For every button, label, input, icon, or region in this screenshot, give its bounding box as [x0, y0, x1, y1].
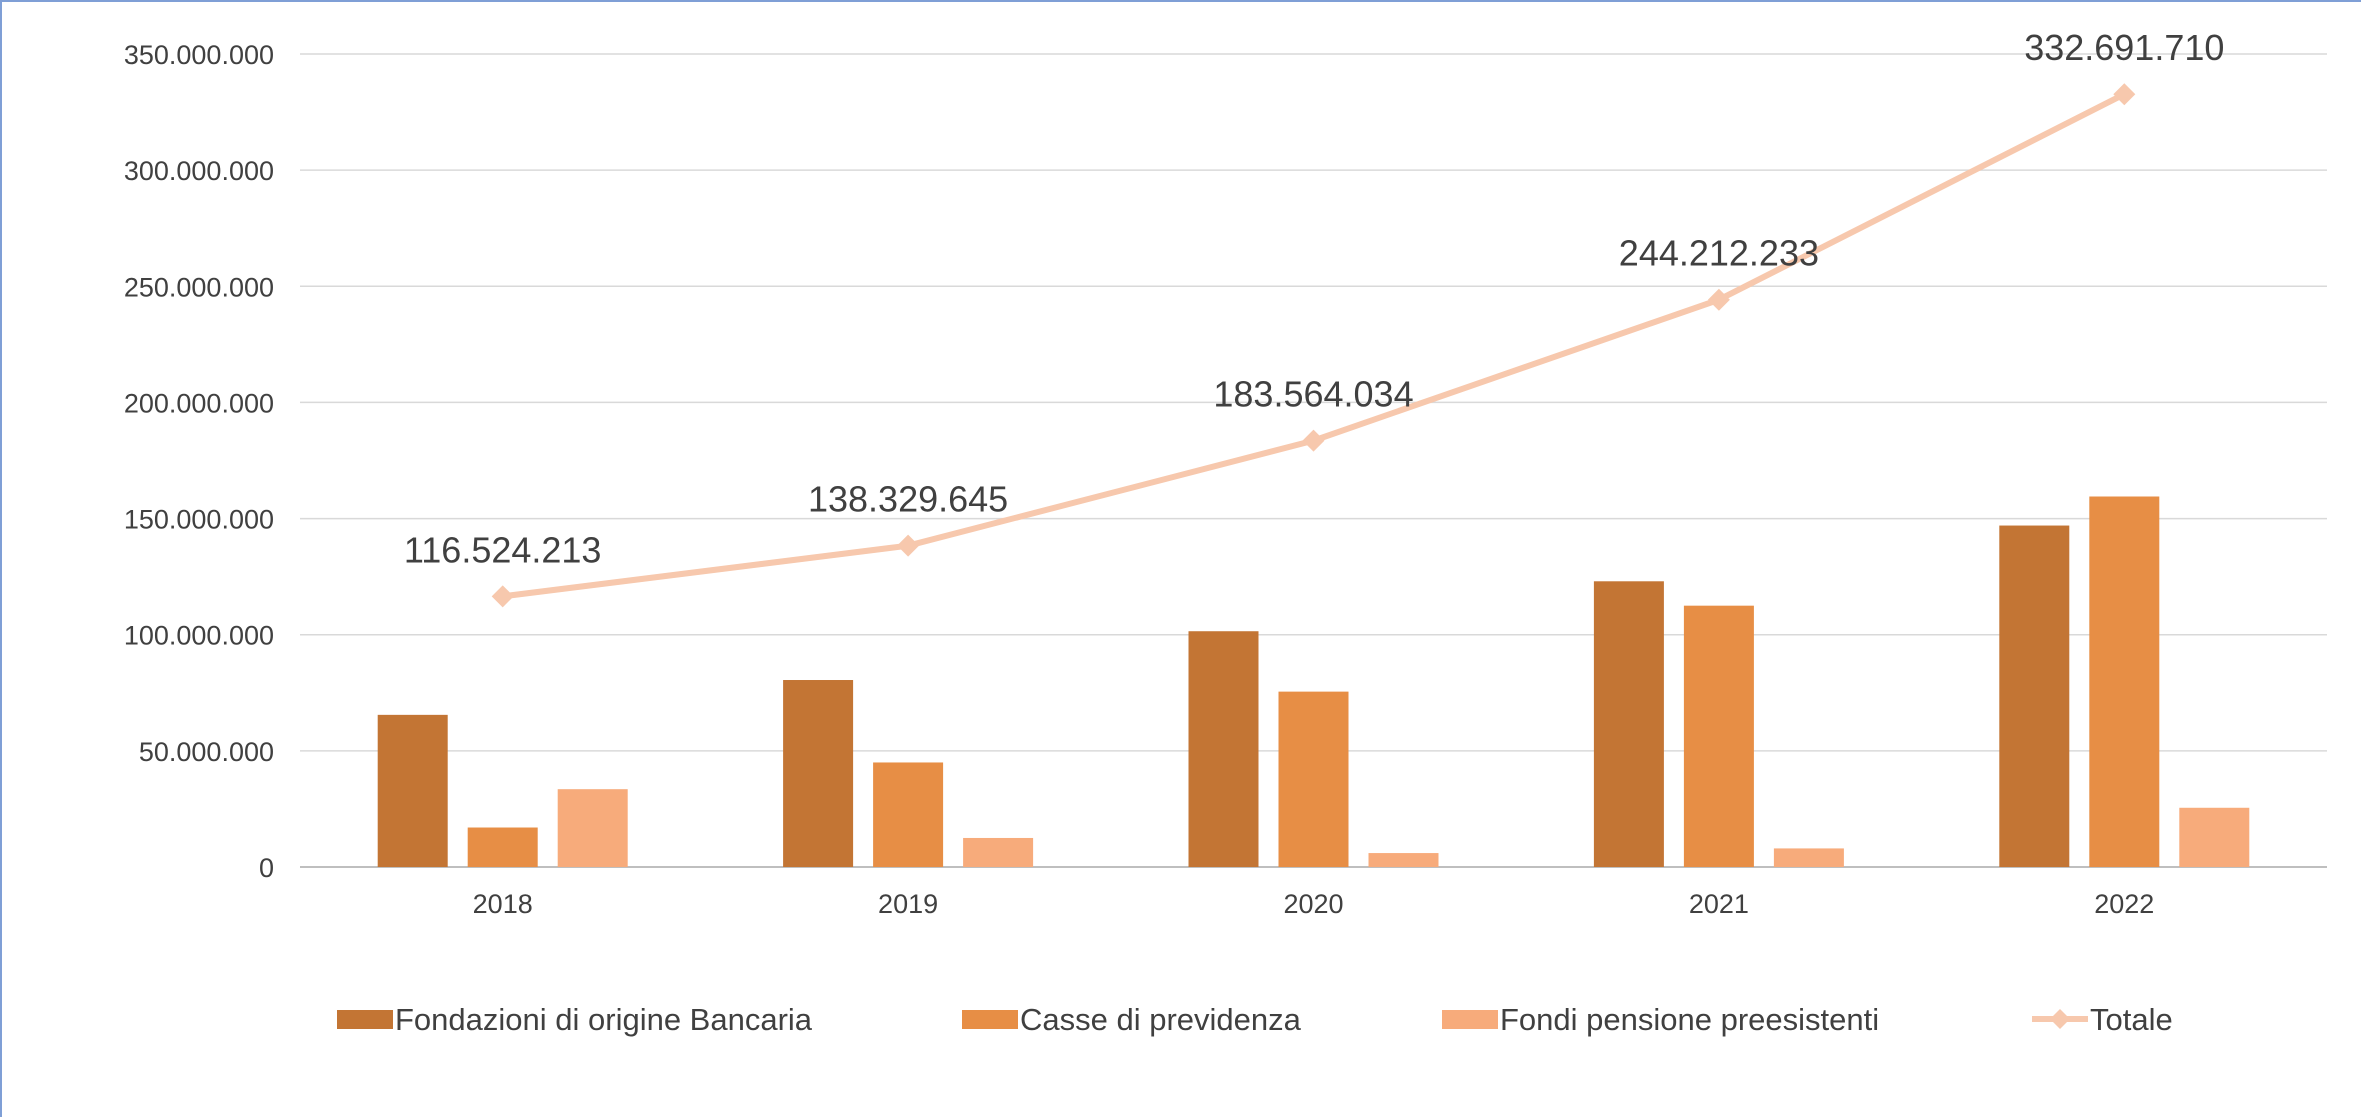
- legend-swatch: [337, 1010, 393, 1029]
- bar: [377, 714, 448, 867]
- data-labels: 116.524.213 138.329.645 183.564.034 244.212…: [404, 27, 2224, 570]
- y-tick-label: 250.000.000: [124, 272, 274, 302]
- legend-label: Fondazioni di origine Bancaria: [395, 1002, 813, 1037]
- y-tick-label: 0: [259, 853, 274, 883]
- gridlines: [300, 53, 2327, 752]
- total-point: [2113, 83, 2136, 106]
- y-tick-label: 350.000.000: [124, 40, 274, 70]
- bar: [467, 827, 538, 867]
- total-data-label: 183.564.034: [1213, 374, 1413, 415]
- y-tick-label: 150.000.000: [124, 505, 274, 535]
- bar: [873, 762, 944, 867]
- legend-label: Casse di previdenza: [1020, 1002, 1302, 1037]
- y-tick-label: 100.000.000: [124, 621, 274, 651]
- x-tick-label: 2018: [473, 889, 533, 919]
- y-tick-label: 300.000.000: [124, 156, 274, 186]
- bar: [1999, 525, 2070, 867]
- total-point: [491, 585, 514, 608]
- x-tick-label: 2022: [2094, 889, 2154, 919]
- x-tick-label: 2019: [878, 889, 938, 919]
- total-data-label: 244.212.233: [1619, 233, 1819, 274]
- legend-label: Fondi pensione preesistenti: [1500, 1002, 1879, 1037]
- bar: [1773, 848, 1844, 867]
- legend-swatch: [962, 1010, 1018, 1029]
- bars: [377, 496, 2250, 867]
- y-tick-label: 50.000.000: [139, 737, 274, 767]
- legend: Fondazioni di origine Bancaria Casse di p…: [337, 1002, 2173, 1037]
- bar: [2089, 496, 2160, 867]
- total-data-label: 116.524.213: [404, 529, 602, 570]
- total-point: [1707, 288, 1730, 311]
- total-data-label: 332.691.710: [2024, 27, 2224, 68]
- x-tick-label: 2020: [1283, 889, 1343, 919]
- x-tick-label: 2021: [1689, 889, 1749, 919]
- total-line-layer: [491, 83, 2136, 608]
- bar: [1368, 853, 1439, 867]
- bar: [1593, 581, 1664, 867]
- y-tick-label: 200.000.000: [124, 388, 274, 418]
- legend-label: Totale: [2090, 1002, 2173, 1037]
- bar: [1683, 605, 1754, 867]
- total-point: [897, 534, 920, 557]
- total-data-label: 138.329.645: [808, 479, 1008, 520]
- bar: [1278, 691, 1349, 867]
- total-point: [1302, 429, 1325, 452]
- bar: [557, 789, 628, 867]
- legend-swatch: [1442, 1010, 1498, 1029]
- bar: [1188, 631, 1259, 867]
- bar: [963, 837, 1034, 867]
- bar: [783, 680, 854, 867]
- bar: [2179, 807, 2250, 867]
- legend-marker: [2050, 1009, 2070, 1029]
